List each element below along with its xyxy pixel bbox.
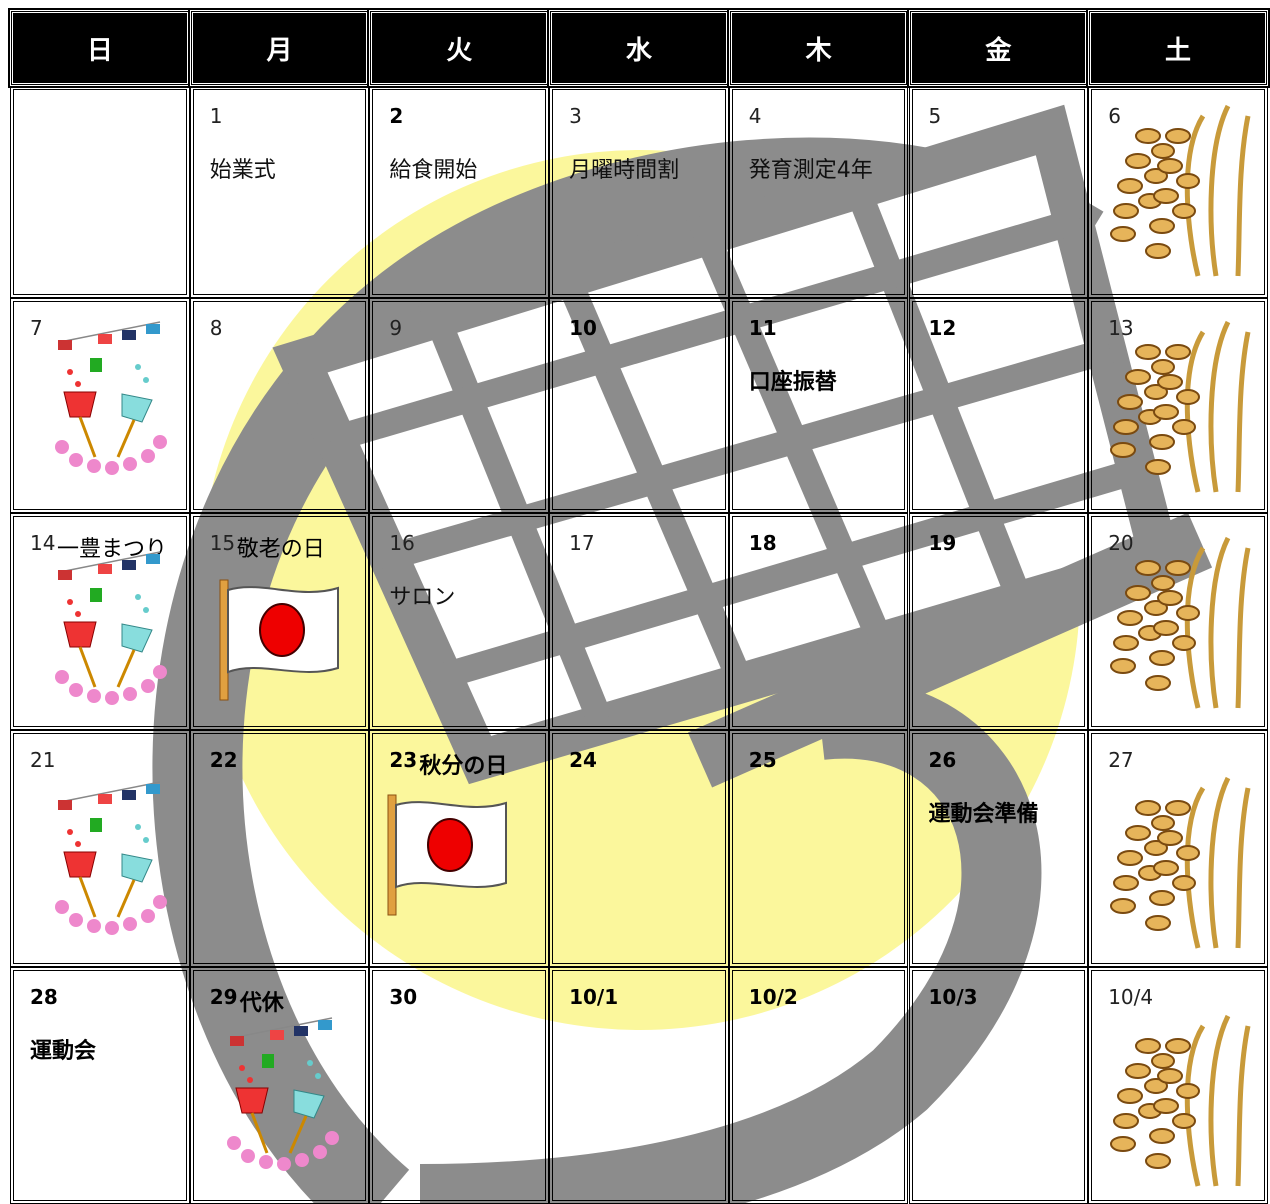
event-text: 給食開始	[389, 158, 478, 183]
day-number: 29	[209, 985, 238, 1009]
day-number: 27	[1108, 748, 1134, 772]
day-number: 10/2	[748, 985, 798, 1009]
day-cell: 19	[908, 513, 1089, 730]
day-number: 16	[389, 531, 415, 555]
day-cell: 18	[728, 513, 909, 730]
day-cell: 11 口座振替	[728, 298, 909, 513]
day-cell: 4 発育測定4年	[728, 86, 909, 298]
day-number: 30	[389, 985, 418, 1009]
weekday-header: 金	[906, 8, 1091, 88]
event-text: 敬老の日	[236, 537, 325, 562]
day-cell: 25	[728, 730, 909, 967]
day-cell: 21	[10, 730, 190, 967]
day-cell: 1 始業式	[189, 86, 370, 298]
event-text: 口座振替	[748, 370, 837, 395]
day-number: 8	[209, 316, 223, 340]
day-cell: 14 一豊まつり	[10, 513, 190, 730]
day-cell: 10/2	[728, 967, 909, 1204]
day-cell: 12	[908, 298, 1089, 513]
day-cell: 24	[549, 730, 729, 967]
day-number: 10/4	[1108, 985, 1154, 1009]
day-number: 7	[30, 316, 43, 340]
day-cell: 23 秋分の日	[369, 730, 550, 967]
day-number: 18	[748, 531, 777, 555]
day-cell: 30	[369, 967, 550, 1204]
weekday-header: 日	[8, 8, 192, 88]
day-number: 19	[928, 531, 957, 555]
day-cell: 22	[189, 730, 370, 967]
weekday-header: 火	[367, 8, 552, 88]
weekday-header: 水	[547, 8, 731, 88]
day-number: 21	[30, 748, 56, 772]
weekday-header: 月	[187, 8, 372, 88]
day-cell: 8	[189, 298, 370, 513]
day-cell: 6	[1088, 86, 1268, 298]
day-number: 28	[30, 985, 58, 1009]
day-cell	[10, 86, 190, 298]
event-text: サロン	[389, 585, 456, 610]
event-text: 月曜時間割	[569, 158, 680, 183]
day-number: 11	[748, 316, 777, 340]
day-number: 25	[748, 748, 777, 772]
day-cell: 5	[908, 86, 1089, 298]
day-cell: 10	[549, 298, 729, 513]
weekday-header: 木	[726, 8, 911, 88]
day-cell: 10/4	[1088, 967, 1268, 1204]
day-number: 5	[928, 104, 942, 128]
day-number: 3	[569, 104, 582, 128]
day-number: 15	[209, 531, 236, 555]
day-cell: 20	[1088, 513, 1268, 730]
day-number: 13	[1108, 316, 1134, 340]
event-text: 運動会	[30, 1039, 97, 1064]
event-text: 秋分の日	[419, 754, 508, 779]
day-number: 1	[209, 104, 223, 128]
day-number: 23	[389, 748, 418, 772]
day-number: 26	[928, 748, 957, 772]
day-cell: 16 サロン	[369, 513, 550, 730]
day-number: 10/1	[569, 985, 619, 1009]
day-cell: 10/3	[908, 967, 1089, 1204]
day-number: 6	[1108, 104, 1121, 128]
day-number: 17	[569, 531, 595, 555]
day-cell: 9	[369, 298, 550, 513]
day-cell: 17	[549, 513, 729, 730]
event-text: 発育測定4年	[748, 158, 873, 183]
day-cell: 27	[1088, 730, 1268, 967]
day-number: 10	[569, 316, 597, 340]
day-cell: 15 敬老の日	[189, 513, 370, 730]
day-number: 20	[1108, 531, 1134, 555]
day-cell: 29 代休	[189, 967, 370, 1204]
day-number: 12	[928, 316, 957, 340]
event-text: 始業式	[209, 158, 276, 183]
day-number: 22	[209, 748, 238, 772]
day-cell: 10/1	[549, 967, 729, 1204]
day-number: 14	[30, 531, 56, 555]
day-number: 24	[569, 748, 597, 772]
day-cell: 28 運動会	[10, 967, 190, 1204]
day-cell: 13	[1088, 298, 1268, 513]
day-cell: 7	[10, 298, 190, 513]
day-cell: 26 運動会準備	[908, 730, 1089, 967]
day-cell: 2 給食開始	[369, 86, 550, 298]
day-number: 4	[748, 104, 762, 128]
day-number: 2	[389, 104, 404, 128]
weekday-header: 土	[1086, 8, 1270, 88]
day-cell: 3 月曜時間割	[549, 86, 729, 298]
event-text: 代休	[239, 991, 284, 1016]
event-text: 運動会準備	[928, 802, 1039, 827]
day-number: 10/3	[928, 985, 978, 1009]
event-text: 一豊まつり	[57, 537, 168, 562]
day-number: 9	[389, 316, 403, 340]
